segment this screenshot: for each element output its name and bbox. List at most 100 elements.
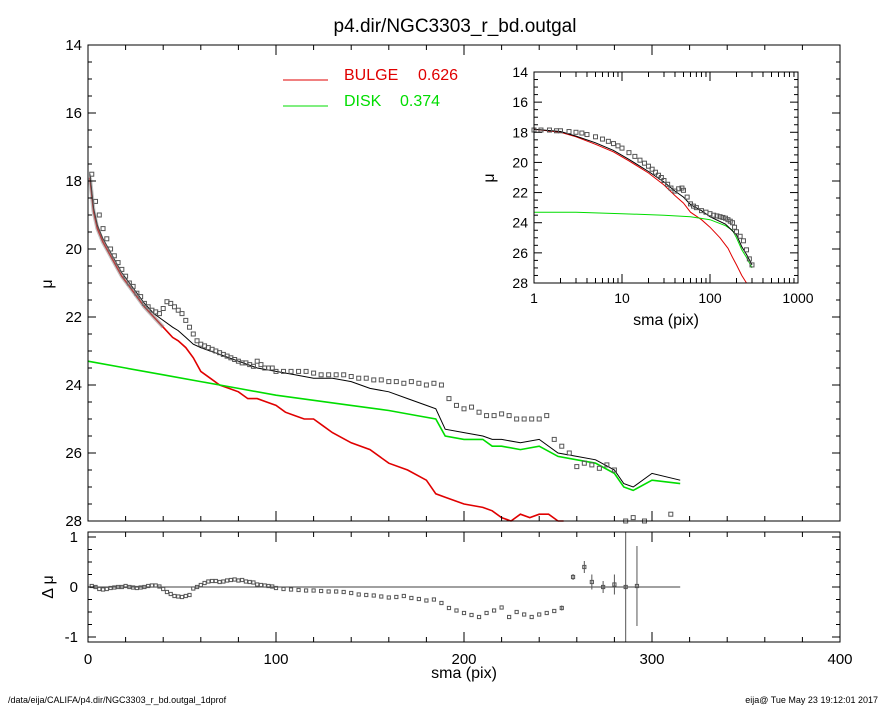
inset-data-point xyxy=(737,233,743,239)
inset-data-point xyxy=(733,229,739,235)
footer-path: /data/eija/CALIFA/p4.dir/NGC3303_r_bd.ou… xyxy=(8,695,227,705)
residual-point xyxy=(89,583,94,589)
residual-point xyxy=(334,589,339,594)
residual-point xyxy=(217,579,222,585)
main-data-point xyxy=(521,416,527,422)
residual-point xyxy=(601,584,606,590)
residual-point xyxy=(476,614,482,620)
residual-y-tick-label: 1 xyxy=(70,529,78,546)
residual-point xyxy=(281,586,286,592)
residual-point xyxy=(612,582,617,587)
residual-point xyxy=(258,582,264,588)
legend-bulge-value: 0.626 xyxy=(418,67,458,84)
residual-point xyxy=(142,584,147,590)
main-data-point xyxy=(630,515,636,521)
residual-point xyxy=(634,583,640,589)
main-data-point xyxy=(171,304,177,310)
inset-data-point xyxy=(661,178,667,184)
residual-point xyxy=(461,610,467,616)
inset-data-point xyxy=(652,169,658,175)
residual-point xyxy=(439,600,444,606)
main-data-point xyxy=(378,377,384,383)
inset-data-point xyxy=(711,212,717,218)
residual-point xyxy=(319,588,324,594)
residual-point xyxy=(172,593,177,599)
main-data-point xyxy=(461,406,467,412)
inset-data-point xyxy=(584,132,590,138)
residual-point xyxy=(379,594,384,599)
main-data-point xyxy=(431,380,437,386)
main-data-point xyxy=(311,370,317,376)
inset-data-point xyxy=(649,166,655,172)
main-data-point xyxy=(187,324,193,330)
inset-data-point xyxy=(693,205,699,211)
inset-data-point xyxy=(599,136,605,142)
main-data-point xyxy=(303,368,309,374)
residual-point xyxy=(386,595,391,600)
inset-data-point xyxy=(684,194,690,200)
residual-point xyxy=(194,584,200,590)
residual-point xyxy=(232,577,237,582)
main-data-point xyxy=(596,465,602,471)
main-data-point xyxy=(506,413,512,419)
residual-x-tick-label: 100 xyxy=(263,651,288,668)
inset-y-tick-label: 20 xyxy=(512,154,528,170)
residual-point xyxy=(243,579,249,584)
residual-y-tick-label: 0 xyxy=(70,579,78,596)
main-data-point xyxy=(566,450,572,456)
main-data-point xyxy=(589,462,595,468)
main-data-point xyxy=(551,436,557,442)
main-data-point xyxy=(408,379,414,385)
main-data-point xyxy=(469,404,475,410)
legend-bulge-label: BULGE xyxy=(344,67,398,84)
legend-disk-value: 0.374 xyxy=(400,93,440,110)
residual-point xyxy=(529,614,534,620)
main-y-tick-label: 26 xyxy=(65,445,82,462)
main-data-point xyxy=(668,511,674,517)
main-data-point xyxy=(416,380,422,386)
main-y-tick-label: 22 xyxy=(65,309,82,326)
residual-point xyxy=(138,585,143,590)
residual-point xyxy=(176,594,181,599)
residual-point xyxy=(112,585,117,590)
inset-x-tick-label: 100 xyxy=(698,290,722,306)
main-data-point xyxy=(581,460,587,466)
residual-point xyxy=(97,586,102,592)
residual-point xyxy=(273,585,279,591)
inset-data-point xyxy=(720,214,726,220)
inset-data-point xyxy=(665,181,671,187)
residual-point xyxy=(240,577,245,583)
residual-point xyxy=(168,591,173,597)
residual-point xyxy=(221,579,226,584)
main-data-point xyxy=(296,368,302,374)
residual-point xyxy=(236,578,241,583)
residual-point xyxy=(394,594,399,600)
main-data-point xyxy=(269,365,275,371)
residual-point xyxy=(454,608,459,613)
main-data-point xyxy=(604,462,610,468)
main-data-point xyxy=(333,372,339,378)
main-y-tick-label: 14 xyxy=(65,37,82,54)
residual-point xyxy=(228,577,233,583)
inset-data-point xyxy=(566,129,572,135)
residual-point xyxy=(191,586,196,591)
main-data-point xyxy=(446,396,452,402)
main-data-point xyxy=(491,413,497,419)
residual-point xyxy=(537,612,542,617)
inset-data-point xyxy=(698,208,704,214)
inset-x-tick-label: 1000 xyxy=(782,290,813,306)
inset-axes: 14 16 18 20 22 24 26 281 10 100 1000 xyxy=(512,64,813,306)
main-data-point xyxy=(160,306,166,311)
inset-data-point xyxy=(593,134,599,140)
residual-point xyxy=(146,583,151,589)
main-data-point xyxy=(190,331,196,337)
chart-title: p4.dir/NGC3303_r_bd.outgal xyxy=(334,16,577,37)
residual-point xyxy=(364,592,369,598)
inset-data-point xyxy=(714,213,720,219)
residual-panel: -1 0 1 0 100 200 300 400 sma (pix) Δ μ xyxy=(40,529,853,682)
main-data-point xyxy=(363,375,369,381)
main-y-tick-label: 24 xyxy=(65,377,82,394)
residual-point xyxy=(161,586,166,592)
residual-point xyxy=(270,584,275,589)
